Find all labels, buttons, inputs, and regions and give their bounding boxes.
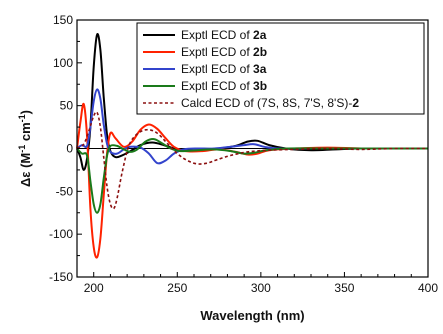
series-layer xyxy=(76,33,429,259)
legend-label: Exptl ECD of 3a xyxy=(181,62,267,76)
series-line-3 xyxy=(76,88,428,165)
y-tick-label: -50 xyxy=(56,184,74,198)
y-tick-label: 50 xyxy=(60,99,74,113)
legend-label: Exptl ECD of 3b xyxy=(181,79,267,93)
y-tick-label: 150 xyxy=(53,13,73,27)
x-tick-label: 200 xyxy=(84,281,104,295)
x-tick-label: 400 xyxy=(418,281,438,295)
legend: Exptl ECD of 2a Exptl ECD of 2b Exptl ECD … xyxy=(136,22,425,115)
x-tick-label: 350 xyxy=(334,281,354,295)
series-line-5 xyxy=(76,111,429,210)
x-tick-label: 250 xyxy=(167,281,187,295)
y-tick-label: 0 xyxy=(66,142,73,156)
legend-label: Exptl ECD of 2b xyxy=(181,45,267,59)
y-tick-label: -100 xyxy=(49,227,73,241)
legend-box xyxy=(136,22,425,115)
legend-label: Calcd ECD of (7S, 8S, 7'S, 8'S)-2 xyxy=(181,96,359,110)
x-axis-title: Wavelength (nm) xyxy=(200,308,304,323)
y-tick-label: 100 xyxy=(53,56,73,70)
y-tick-label: -150 xyxy=(49,270,73,284)
x-tick-label: 300 xyxy=(251,281,271,295)
y-axis-title: Δε (M-1 cm-1) xyxy=(17,110,33,187)
plot-frame xyxy=(76,19,429,278)
series-line-2 xyxy=(76,102,428,259)
series-line-4 xyxy=(76,138,428,214)
frame-layer: 200 250 300 350 400 -150 -100 -50 0 50 100 150 xyxy=(49,13,438,295)
legend-label: Exptl ECD of 2a xyxy=(181,28,267,42)
